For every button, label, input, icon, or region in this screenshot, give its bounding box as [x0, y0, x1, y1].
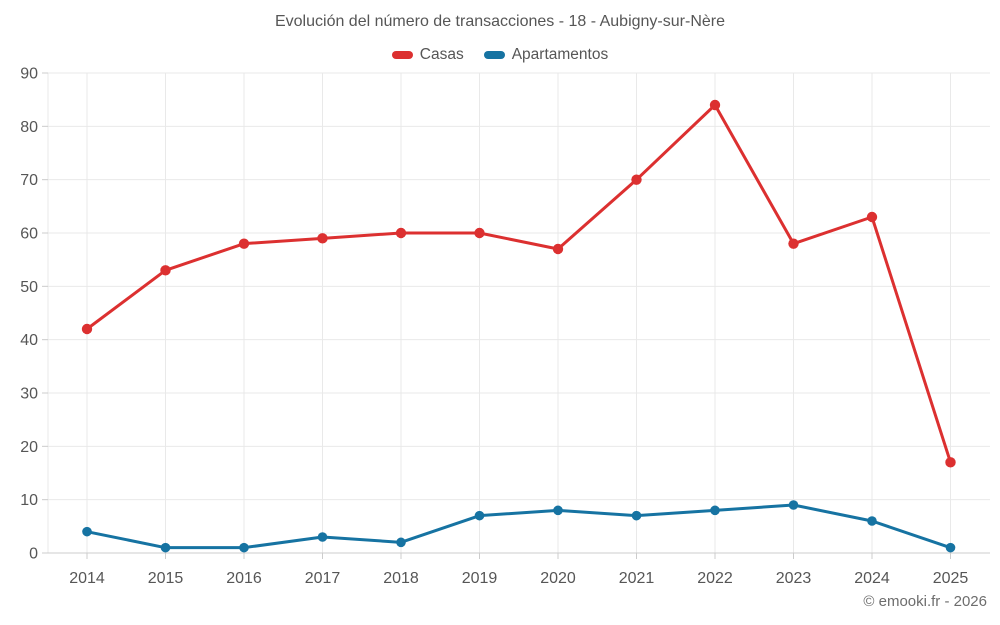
apartamentos-point[interactable]: [474, 510, 485, 521]
y-tick-label: 40: [20, 332, 38, 349]
apartamentos-line: [85, 503, 952, 550]
casas-point[interactable]: [552, 243, 564, 255]
x-tick-label: 2025: [933, 570, 969, 587]
casas-point[interactable]: [317, 233, 328, 244]
x-tick-label: 2018: [383, 570, 419, 587]
casas-point[interactable]: [945, 457, 956, 468]
casas-legend-label: Casas: [419, 46, 464, 63]
apartamentos-legend-label: Apartamentos: [511, 46, 609, 63]
y-tick-label: 20: [20, 439, 38, 456]
casas-point[interactable]: [709, 99, 721, 111]
footer-credit: © emooki.fr - 2026: [863, 593, 987, 610]
apartamentos-point[interactable]: [160, 542, 171, 553]
apartamentos-point[interactable]: [945, 542, 956, 553]
x-tick-label: 2022: [697, 570, 733, 587]
casas-point[interactable]: [81, 323, 93, 335]
apartamentos-point[interactable]: [82, 526, 92, 537]
x-tick-label: 2016: [226, 570, 262, 587]
x-tick-label: 2024: [854, 570, 890, 587]
x-tick-label: 2017: [305, 570, 341, 587]
apartamentos-point[interactable]: [867, 516, 877, 526]
casas-point[interactable]: [631, 174, 642, 185]
casas-legend-swatch-icon: [391, 51, 413, 59]
x-tick-label: 2014: [69, 570, 105, 587]
y-tick-label: 10: [20, 492, 38, 509]
chart-legend: Casas Apartamentos: [0, 46, 1000, 64]
chart-title: Evolución del número de transacciones - …: [274, 13, 725, 30]
y-tick-label: 50: [20, 279, 38, 296]
casas-point[interactable]: [788, 238, 799, 249]
casas-point[interactable]: [866, 211, 878, 223]
y-tick-label: 60: [20, 226, 38, 243]
y-tick-label: 0: [29, 546, 38, 563]
y-tick-label: 90: [20, 66, 38, 83]
apartamentos-point[interactable]: [788, 500, 799, 510]
apartamentos-point[interactable]: [317, 532, 328, 542]
y-tick-label: 80: [20, 119, 38, 136]
apartamentos-point[interactable]: [631, 510, 642, 521]
x-tick-label: 2019: [462, 570, 498, 587]
casas-point[interactable]: [474, 227, 485, 239]
x-tick-label: 2020: [540, 570, 576, 587]
legend-item-casas[interactable]: Casas: [391, 46, 464, 64]
y-tick-label: 30: [20, 386, 38, 403]
casas-point[interactable]: [395, 227, 407, 239]
legend-item-apartamentos[interactable]: Apartamentos: [483, 46, 609, 64]
casas-point[interactable]: [160, 265, 171, 276]
x-tick-label: 2021: [619, 570, 655, 587]
apartamentos-legend-swatch-icon: [483, 51, 505, 59]
x-tick-label: 2015: [148, 570, 184, 587]
apartamentos-point[interactable]: [553, 505, 563, 516]
casas-point[interactable]: [238, 238, 250, 249]
apartamentos-point[interactable]: [239, 542, 249, 553]
casas-line: [85, 103, 952, 464]
apartamentos-point[interactable]: [710, 505, 720, 516]
x-tick-label: 2023: [776, 570, 812, 587]
y-tick-label: 70: [20, 172, 38, 189]
apartamentos-point[interactable]: [396, 537, 406, 548]
